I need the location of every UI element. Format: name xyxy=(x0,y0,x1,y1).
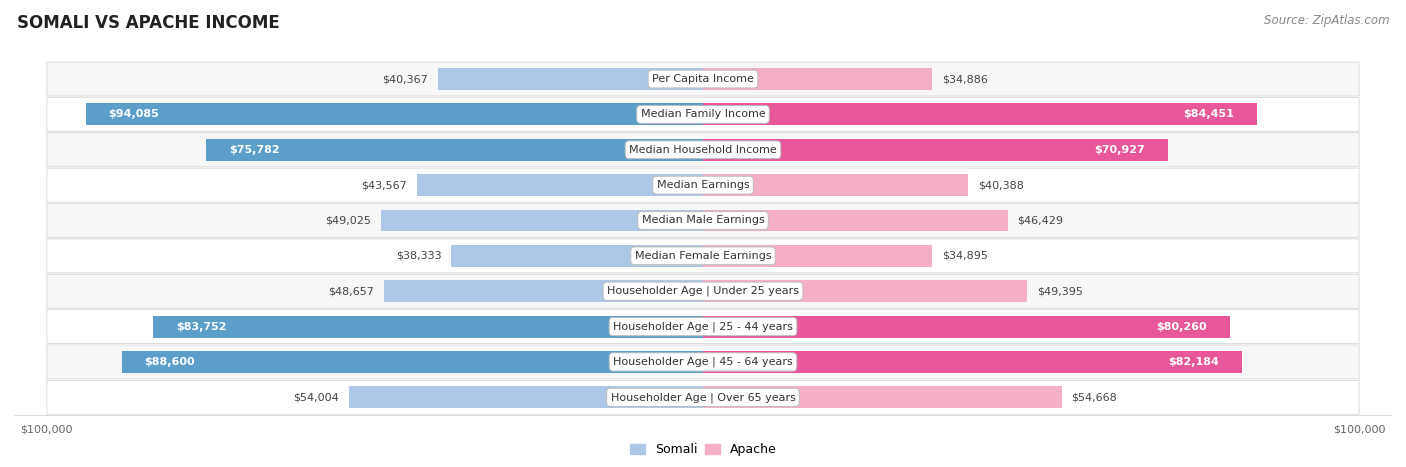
Bar xyxy=(205,139,703,161)
Text: $49,395: $49,395 xyxy=(1038,286,1083,296)
Text: $40,367: $40,367 xyxy=(382,74,429,84)
Text: $75,782: $75,782 xyxy=(229,145,280,155)
FancyBboxPatch shape xyxy=(46,274,1360,308)
Bar xyxy=(703,103,1257,125)
Bar xyxy=(349,386,703,408)
FancyBboxPatch shape xyxy=(46,62,1360,96)
Bar xyxy=(381,210,703,232)
Text: $70,927: $70,927 xyxy=(1095,145,1146,155)
Text: $88,600: $88,600 xyxy=(145,357,195,367)
Bar xyxy=(703,316,1230,338)
Text: Per Capita Income: Per Capita Income xyxy=(652,74,754,84)
Text: SOMALI VS APACHE INCOME: SOMALI VS APACHE INCOME xyxy=(17,14,280,32)
FancyBboxPatch shape xyxy=(46,168,1360,202)
Text: $43,567: $43,567 xyxy=(361,180,408,190)
Text: $80,260: $80,260 xyxy=(1156,322,1206,332)
Text: $40,388: $40,388 xyxy=(977,180,1024,190)
Bar xyxy=(153,316,703,338)
FancyBboxPatch shape xyxy=(46,310,1360,344)
Bar xyxy=(122,351,703,373)
Legend: Somali, Apache: Somali, Apache xyxy=(624,439,782,461)
Text: $82,184: $82,184 xyxy=(1168,357,1219,367)
Text: $54,668: $54,668 xyxy=(1071,392,1118,402)
Text: $38,333: $38,333 xyxy=(396,251,441,261)
Text: Median Earnings: Median Earnings xyxy=(657,180,749,190)
Bar xyxy=(451,245,703,267)
Text: Householder Age | Under 25 years: Householder Age | Under 25 years xyxy=(607,286,799,297)
FancyBboxPatch shape xyxy=(46,380,1360,414)
FancyBboxPatch shape xyxy=(46,204,1360,237)
Text: Householder Age | Over 65 years: Householder Age | Over 65 years xyxy=(610,392,796,403)
Text: Householder Age | 45 - 64 years: Householder Age | 45 - 64 years xyxy=(613,357,793,367)
Text: $34,895: $34,895 xyxy=(942,251,987,261)
Text: Median Household Income: Median Household Income xyxy=(628,145,778,155)
Text: $48,657: $48,657 xyxy=(328,286,374,296)
Bar xyxy=(703,386,1062,408)
Bar xyxy=(439,68,703,90)
Text: Median Male Earnings: Median Male Earnings xyxy=(641,215,765,226)
Bar xyxy=(703,68,932,90)
Text: $94,085: $94,085 xyxy=(108,109,159,120)
FancyBboxPatch shape xyxy=(46,133,1360,167)
Text: Source: ZipAtlas.com: Source: ZipAtlas.com xyxy=(1264,14,1389,27)
Bar xyxy=(703,245,932,267)
Text: $46,429: $46,429 xyxy=(1018,215,1063,226)
Text: $49,025: $49,025 xyxy=(326,215,371,226)
FancyBboxPatch shape xyxy=(46,98,1360,131)
FancyBboxPatch shape xyxy=(46,239,1360,273)
Bar xyxy=(703,280,1028,302)
FancyBboxPatch shape xyxy=(46,345,1360,379)
Text: $54,004: $54,004 xyxy=(292,392,339,402)
Text: $34,886: $34,886 xyxy=(942,74,987,84)
Text: Median Family Income: Median Family Income xyxy=(641,109,765,120)
Text: $83,752: $83,752 xyxy=(176,322,226,332)
Text: Householder Age | 25 - 44 years: Householder Age | 25 - 44 years xyxy=(613,321,793,332)
Text: Median Female Earnings: Median Female Earnings xyxy=(634,251,772,261)
Bar xyxy=(384,280,703,302)
Bar xyxy=(703,210,1008,232)
Text: $84,451: $84,451 xyxy=(1184,109,1234,120)
Bar xyxy=(86,103,703,125)
Bar xyxy=(703,174,967,196)
Bar xyxy=(418,174,703,196)
Bar xyxy=(703,139,1168,161)
Bar xyxy=(703,351,1243,373)
